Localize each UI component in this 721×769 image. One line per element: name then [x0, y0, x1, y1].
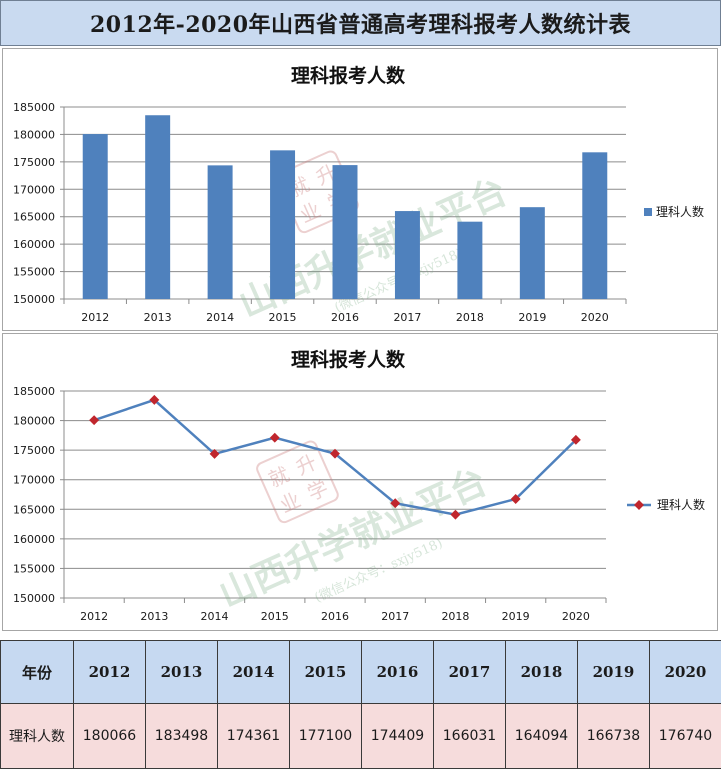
y-tick-label: 180000	[13, 415, 55, 428]
x-tick-label: 2020	[562, 610, 590, 623]
bar	[208, 165, 233, 299]
bar	[582, 152, 607, 299]
data-table: 年份 2012 2013 2014 2015 2016 2017 2018 20…	[0, 640, 721, 769]
year-cell: 2020	[650, 641, 721, 704]
x-tick-label: 2013	[140, 610, 168, 623]
year-cell: 2015	[290, 641, 362, 704]
y-tick-label: 185000	[13, 101, 55, 114]
x-tick-label: 2012	[80, 610, 108, 623]
y-tick-label: 150000	[13, 293, 55, 306]
line-chart: 理科报考人数 150000 155000 160000 165000 170000 1750…	[3, 334, 717, 630]
x-tick-label: 2018	[456, 311, 484, 324]
page-banner: 2012年-2020年山西省普通高考理科报考人数统计表	[0, 0, 721, 46]
year-cell: 2018	[506, 641, 578, 704]
y-tick-label: 160000	[13, 533, 55, 546]
value-cell: 177100	[290, 704, 362, 769]
year-cell: 2014	[218, 641, 290, 704]
y-tick-label: 175000	[13, 156, 55, 169]
x-tick-label: 2017	[381, 610, 409, 623]
x-tick-label: 2019	[518, 311, 546, 324]
header-label-cell: 年份	[1, 641, 74, 704]
watermark-stamp-text: 就	[265, 462, 293, 492]
y-tick-label: 165000	[13, 503, 55, 516]
y-tick-label: 160000	[13, 238, 55, 251]
y-tick-label: 170000	[13, 183, 55, 196]
x-tick-label: 2014	[206, 311, 234, 324]
data-point	[270, 433, 280, 443]
legend-label: 理科人数	[657, 497, 705, 512]
value-cell: 166031	[434, 704, 506, 769]
y-tick-label: 155000	[13, 562, 55, 575]
value-cell: 174361	[218, 704, 290, 769]
x-tick-label: 2019	[502, 610, 530, 623]
watermark-stamp-text: 升	[292, 450, 320, 480]
legend-swatch	[644, 208, 652, 216]
bar	[333, 165, 358, 299]
y-tick-label: 180000	[13, 128, 55, 141]
y-tick-label: 170000	[13, 474, 55, 487]
y-tick-label: 150000	[13, 592, 55, 605]
bar	[83, 134, 108, 299]
bar	[145, 115, 170, 299]
year-cell: 2013	[146, 641, 218, 704]
value-cell: 174409	[362, 704, 434, 769]
bar	[457, 222, 482, 299]
line-chart-panel: 理科报考人数 150000 155000 160000 165000 170000 1750…	[2, 333, 718, 631]
x-tick-label: 2015	[261, 610, 289, 623]
year-cell: 2012	[74, 641, 146, 704]
page-title: 2012年-2020年山西省普通高考理科报考人数统计表	[90, 7, 631, 39]
x-tick-label: 2017	[393, 311, 421, 324]
watermark: 山西升学就业平台(微信公众号：sxjy518)就升业学	[178, 383, 504, 630]
x-tick-label: 2012	[81, 311, 109, 324]
y-tick-label: 185000	[13, 385, 55, 398]
value-cell: 164094	[506, 704, 578, 769]
year-cell: 2017	[434, 641, 506, 704]
chart-title: 理科报考人数	[291, 348, 406, 371]
x-tick-label: 2020	[581, 311, 609, 324]
watermark-text: 山西升学就业平台	[213, 460, 493, 616]
y-tick-label: 155000	[13, 266, 55, 279]
bar-chart: 理科报考人数 150000 155000 160000 165000 170000 1750…	[3, 49, 717, 330]
bar-chart-panel: 理科报考人数 150000 155000 160000 165000 170000 1750…	[2, 48, 718, 331]
x-tick-label: 2013	[144, 311, 172, 324]
x-tick-label: 2014	[201, 610, 229, 623]
bar	[520, 207, 545, 299]
legend-marker	[634, 500, 644, 510]
y-tick-label: 175000	[13, 444, 55, 457]
table-header-row: 年份 2012 2013 2014 2015 2016 2017 2018 20…	[1, 641, 721, 704]
y-tick-label: 165000	[13, 211, 55, 224]
bar	[270, 150, 295, 299]
legend-label: 理科人数	[656, 204, 704, 219]
value-cell: 180066	[74, 704, 146, 769]
watermark-stamp-text: 业	[276, 488, 304, 518]
value-cell: 176740	[650, 704, 721, 769]
x-tick-label: 2018	[441, 610, 469, 623]
value-cell: 183498	[146, 704, 218, 769]
chart-title: 理科报考人数	[291, 64, 406, 87]
x-tick-label: 2016	[321, 610, 349, 623]
value-cell: 166738	[578, 704, 650, 769]
year-cell: 2016	[362, 641, 434, 704]
watermark-stamp-text: 业	[296, 198, 324, 228]
table-value-row: 理科人数 180066 183498 174361 177100 174409 …	[1, 704, 721, 769]
year-cell: 2019	[578, 641, 650, 704]
bar	[395, 211, 420, 299]
row-label-cell: 理科人数	[1, 704, 74, 769]
data-point	[89, 415, 99, 425]
